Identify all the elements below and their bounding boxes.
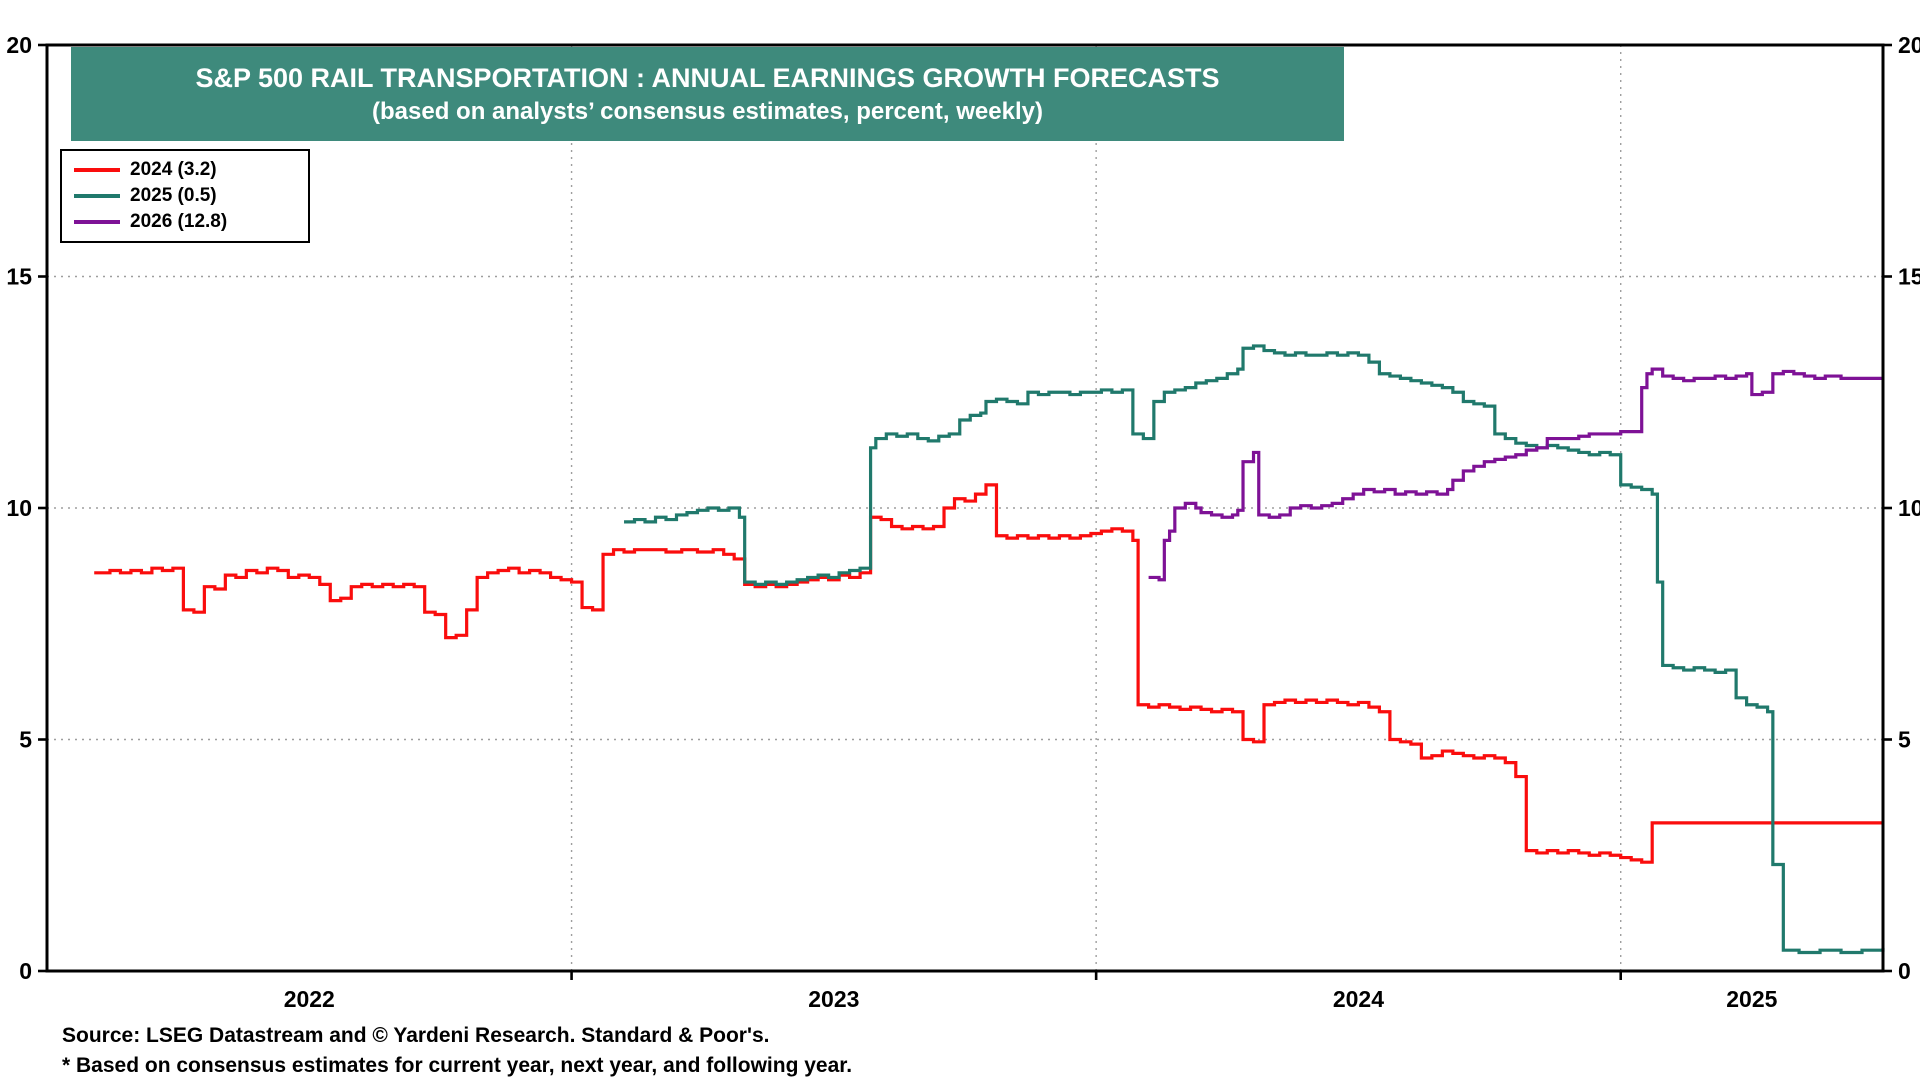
- source-note: Source: LSEG Datastream and © Yardeni Re…: [62, 1024, 770, 1047]
- chart-title-box: S&P 500 RAIL TRANSPORTATION : ANNUAL EAR…: [71, 47, 1344, 141]
- legend-label-2025: 2025 (0.5): [130, 185, 217, 206]
- series-line-2024: [94, 483, 1883, 864]
- y-axis-label-left: 5: [19, 727, 32, 753]
- y-axis-label-right: 5: [1898, 727, 1911, 753]
- series-line-2026: [1148, 367, 1883, 582]
- legend-swatch-purple-line-icon: [74, 220, 120, 224]
- y-axis-label-right: 10: [1898, 495, 1920, 521]
- y-axis-label-left: 20: [6, 32, 32, 58]
- legend-label-2024: 2024 (3.2): [130, 159, 217, 180]
- legend-label-2026: 2026 (12.8): [130, 211, 228, 232]
- x-axis-label: 2024: [1333, 986, 1384, 1012]
- y-axis-label-right: 20: [1898, 32, 1920, 58]
- x-axis-label: 2025: [1726, 986, 1777, 1012]
- chart-subtitle: (based on analysts’ consensus estimates,…: [372, 97, 1043, 125]
- legend-entry-2024: 2024 (3.2): [74, 157, 294, 183]
- legend-entry-2025: 2025 (0.5): [74, 183, 294, 209]
- legend-entry-2026: 2026 (12.8): [74, 209, 294, 235]
- series-line-2025: [624, 344, 1885, 955]
- legend: 2024 (3.2) 2025 (0.5) 2026 (12.8): [60, 149, 310, 243]
- y-axis-label-right: 15: [1898, 264, 1920, 290]
- y-axis-label-left: 15: [6, 264, 32, 290]
- chart-title: S&P 500 RAIL TRANSPORTATION : ANNUAL EAR…: [195, 63, 1220, 94]
- x-axis-label: 2023: [808, 986, 859, 1012]
- y-axis-label-right: 0: [1898, 958, 1911, 984]
- x-axis-label: 2022: [284, 986, 335, 1012]
- footnote: * Based on consensus estimates for curre…: [62, 1054, 853, 1077]
- y-axis-label-left: 0: [19, 958, 32, 984]
- y-axis-label-left: 10: [6, 495, 32, 521]
- legend-swatch-teal-line-icon: [74, 194, 120, 198]
- legend-swatch-red-line-icon: [74, 168, 120, 172]
